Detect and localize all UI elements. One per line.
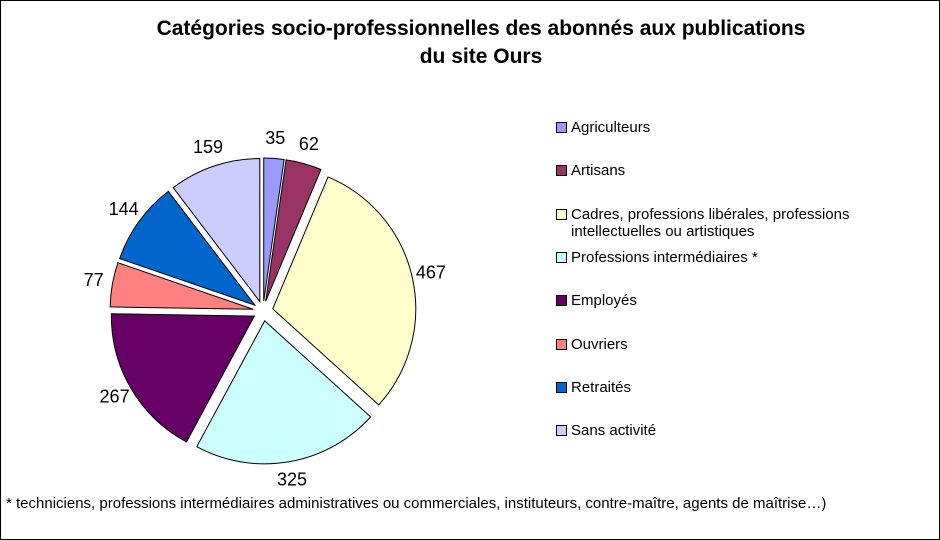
data-label: 159 (193, 137, 223, 157)
legend-item: Retraités (556, 379, 921, 396)
legend-item: Professions intermédiaires * (556, 249, 921, 266)
legend-item: Sans activité (556, 422, 921, 439)
data-label: 35 (265, 128, 285, 148)
legend-item: Artisans (556, 162, 921, 179)
legend-item: Agriculteurs (556, 119, 921, 136)
pie-slice (196, 320, 372, 465)
pie-slice (265, 159, 322, 302)
legend-swatch (556, 122, 567, 133)
footnote: * techniciens, professions intermédiaire… (6, 495, 827, 512)
pie-slice (119, 190, 257, 307)
data-label: 325 (277, 469, 307, 489)
legend-item: Cadres, professions libérales, professio… (556, 206, 921, 240)
legend-swatch (556, 338, 567, 350)
legend-swatch (556, 208, 567, 220)
chart-title: Catégories socio-professionnelles des ab… (156, 17, 806, 68)
data-label: 62 (299, 134, 319, 154)
legend-swatch (556, 165, 567, 177)
legend-item: Ouvriers (556, 336, 921, 353)
legend-label: Sans activité (571, 422, 657, 440)
legend-swatch (556, 425, 567, 437)
legend-label: Retraités (571, 378, 632, 396)
data-label: 144 (109, 199, 139, 219)
legend-swatch (556, 251, 567, 263)
data-label: 467 (416, 262, 446, 282)
pie-slice (272, 176, 417, 406)
legend-label: Agriculteurs (571, 119, 651, 136)
pie-slice (110, 313, 256, 443)
pie-slice (109, 262, 254, 310)
data-label: 267 (100, 387, 130, 407)
pie-slice (263, 157, 285, 302)
legend-label: Artisans (571, 162, 626, 180)
legend-label: Professions intermédiaires * (571, 248, 758, 266)
pie-slice (172, 158, 261, 304)
data-label: 77 (84, 270, 104, 290)
legend-label: Employés (571, 292, 637, 310)
legend-swatch (556, 295, 567, 307)
legend-label: Ouvriers (571, 335, 628, 353)
legend-swatch (556, 381, 567, 393)
legend-item: Employés (556, 292, 921, 309)
legend-label: Cadres, professions libérales, professio… (571, 205, 850, 240)
